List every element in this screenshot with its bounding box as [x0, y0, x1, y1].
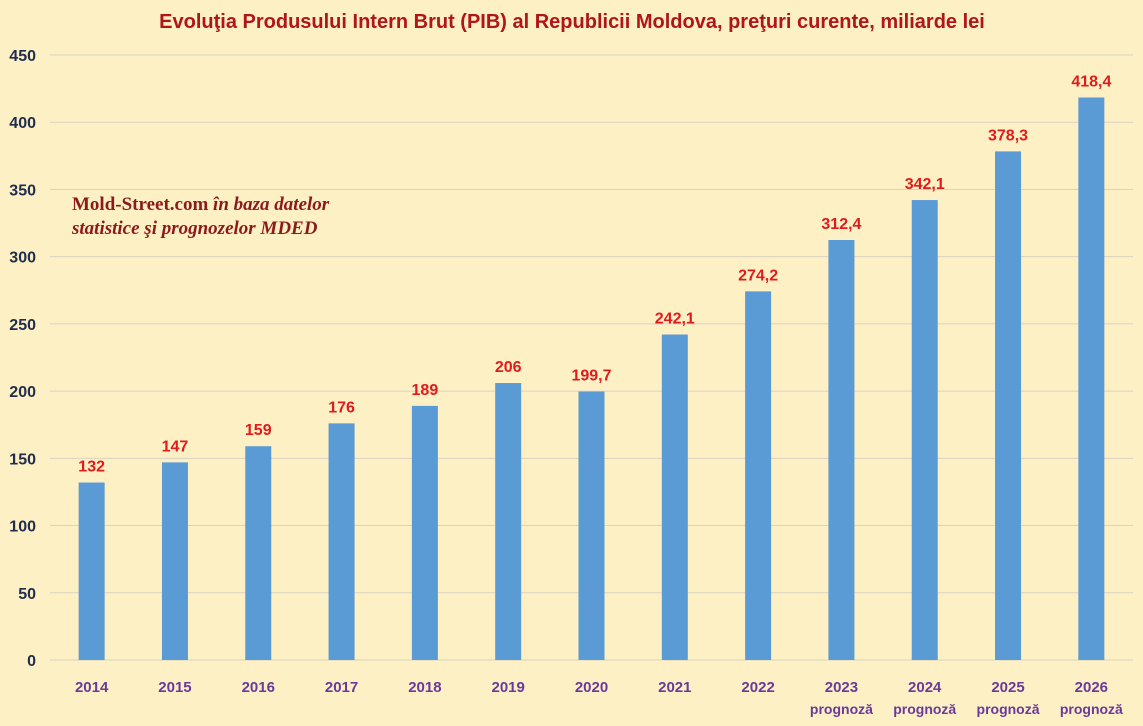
bar-2016 [245, 446, 272, 660]
x-tick-label: 2023 [825, 679, 858, 696]
y-tick-label: 200 [9, 384, 36, 401]
x-tick-label: 2017 [325, 679, 358, 696]
bar-2014 [78, 482, 105, 660]
source-annotation-line-2: statistice şi prognozelor MDED [71, 218, 318, 239]
source-annotation-line-1: Mold-Street.com în baza datelor [72, 194, 330, 215]
x-tick-label: 2024 [908, 679, 942, 696]
x-tick-label: 2021 [658, 679, 691, 696]
y-tick-label: 350 [9, 182, 36, 199]
data-label: 199,7 [571, 368, 611, 385]
bar-2015 [161, 462, 188, 660]
bar-2017 [328, 423, 355, 660]
x-tick-label: 2019 [492, 679, 525, 696]
bar-2025 [995, 151, 1022, 660]
data-label: 312,4 [821, 216, 861, 233]
bar-2020 [578, 391, 605, 660]
bar-2026 [1078, 97, 1105, 661]
x-tick-sublabel: prognoză [810, 701, 873, 717]
x-tick-label: 2025 [991, 679, 1024, 696]
data-label: 147 [162, 438, 189, 455]
y-tick-label: 450 [9, 48, 36, 65]
data-label: 242,1 [655, 311, 695, 328]
x-tick-label: 2022 [741, 679, 774, 696]
x-tick-label: 2026 [1075, 679, 1108, 696]
x-tick-label: 2014 [75, 679, 109, 696]
data-label: 176 [328, 399, 355, 416]
data-labels: 132 147 159 176 189 206 199,7 242,1 274,2 312,4 34… [78, 73, 1111, 475]
bar-2021 [661, 334, 688, 660]
x-tick-sublabel: prognoză [893, 701, 956, 717]
y-tick-label: 100 [9, 519, 36, 536]
y-tick-label: 150 [9, 451, 36, 468]
bar-2022 [745, 291, 772, 660]
y-tick-label: 250 [9, 317, 36, 334]
data-label: 189 [412, 382, 439, 399]
chart-title: Evoluţia Produsului Intern Brut (PIB) al… [159, 11, 985, 33]
bar-2023 [828, 239, 855, 661]
data-label: 206 [495, 359, 522, 376]
bar-2018 [411, 405, 438, 660]
y-tick-label: 50 [18, 586, 36, 603]
x-tick-label: 2020 [575, 679, 608, 696]
data-label: 418,4 [1071, 73, 1111, 90]
y-axis-ticks: 0 50 100 150 200 250 300 350 400 450 [9, 48, 36, 670]
bars [78, 97, 1105, 661]
x-tick-label: 2015 [158, 679, 191, 696]
data-label: 342,1 [905, 176, 945, 193]
y-tick-label: 300 [9, 250, 36, 267]
x-tick-label: 2018 [408, 679, 441, 696]
x-axis-ticks: 2014 2015 2016 2017 2018 2019 2020 2021 2022 2023… [75, 679, 1123, 717]
bar-2019 [495, 383, 522, 660]
data-label: 132 [78, 459, 105, 476]
x-tick-label: 2016 [242, 679, 275, 696]
data-label: 274,2 [738, 267, 778, 284]
gridlines [50, 54, 1133, 661]
data-label: 378,3 [988, 127, 1028, 144]
x-tick-sublabel: prognoză [1060, 701, 1123, 717]
y-tick-label: 400 [9, 115, 36, 132]
x-tick-sublabel: prognoză [977, 701, 1040, 717]
y-tick-label: 0 [27, 653, 36, 670]
bar-2024 [911, 200, 938, 660]
data-label: 159 [245, 422, 272, 439]
